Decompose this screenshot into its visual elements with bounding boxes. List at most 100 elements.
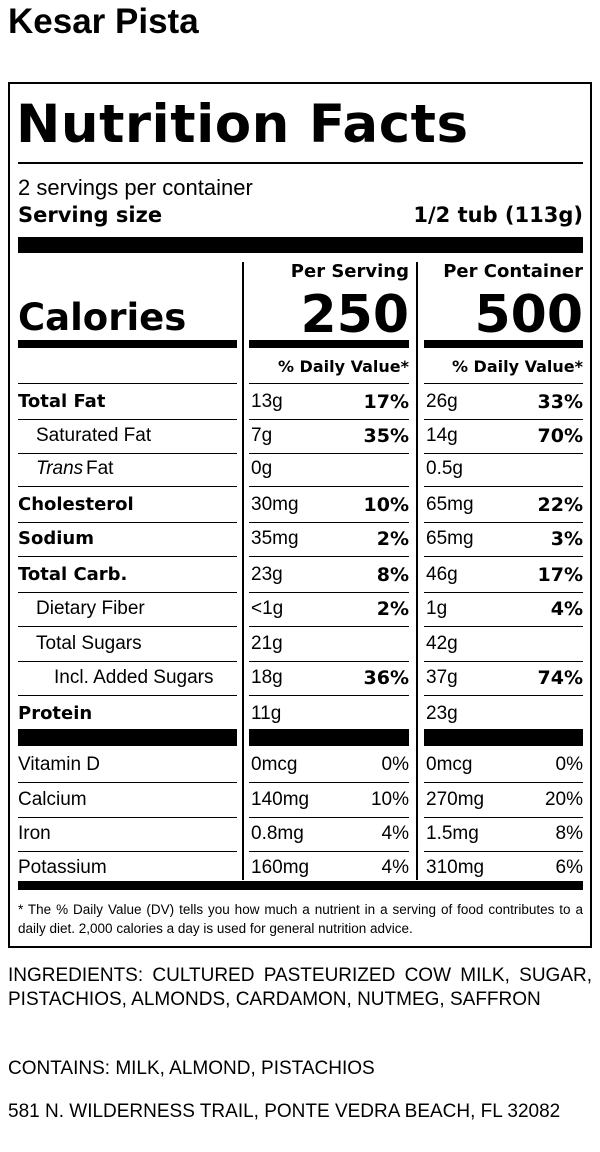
rule	[18, 592, 237, 593]
percent-dv: 2%	[376, 528, 409, 550]
percent-dv: 2%	[376, 598, 409, 620]
percent-dv: 17%	[363, 391, 409, 413]
column-header: Per Container	[443, 261, 583, 282]
rule	[249, 522, 409, 523]
percent-dv: 70%	[537, 425, 583, 447]
percent-dv: 0%	[381, 754, 409, 775]
rule	[424, 419, 583, 420]
label-title: Nutrition Facts	[16, 94, 469, 155]
nutrient-name: Calcium	[18, 789, 87, 810]
thick-rule	[18, 729, 237, 746]
rule	[18, 661, 237, 662]
rule	[18, 453, 237, 454]
label-box	[8, 82, 592, 948]
rule	[18, 556, 237, 557]
thick-rule	[18, 340, 237, 348]
percent-dv: 35%	[363, 425, 409, 447]
column-header: Per Serving	[290, 261, 409, 282]
amount: 270mg	[426, 789, 485, 810]
percent-dv: 4%	[381, 823, 409, 844]
rule	[18, 522, 237, 523]
rule	[18, 626, 237, 627]
amount: 310mg	[426, 857, 485, 878]
rule	[424, 486, 583, 487]
amount: 23g	[251, 564, 283, 585]
rule	[249, 453, 409, 454]
rule	[18, 817, 237, 818]
thick-rule	[18, 881, 583, 890]
amount: 18g	[251, 667, 283, 688]
amount: 35mg	[251, 528, 299, 549]
nutrient-name: Sodium	[18, 528, 94, 549]
nutrient-name: Dietary Fiber	[36, 598, 145, 619]
contains: CONTAINS: MILK, ALMOND, PISTACHIOS	[8, 1058, 375, 1079]
rule	[18, 419, 237, 420]
amount: 11g	[251, 703, 282, 724]
nutrient-name: Fat	[86, 458, 114, 479]
amount: 42g	[426, 633, 458, 654]
nutrient-name: Iron	[18, 823, 51, 844]
percent-dv: 8%	[555, 823, 583, 844]
serving-size-label: Serving size	[18, 203, 163, 227]
percent-dv: 10%	[363, 494, 409, 516]
amount: 26g	[426, 391, 458, 412]
rule	[424, 522, 583, 523]
percent-dv: 3%	[550, 528, 583, 550]
amount: <1g	[251, 598, 284, 619]
rule	[424, 592, 583, 593]
rule	[424, 556, 583, 557]
amount: 0.5g	[426, 458, 463, 479]
rule	[18, 486, 237, 487]
percent-dv: 22%	[537, 494, 583, 516]
rule	[18, 695, 237, 696]
rule	[249, 817, 409, 818]
amount: 46g	[426, 564, 458, 585]
rule	[249, 592, 409, 593]
rule	[424, 661, 583, 662]
rule	[424, 782, 583, 783]
dv-header: % Daily Value*	[277, 357, 409, 376]
thick-rule	[18, 237, 583, 253]
amount: 7g	[251, 425, 273, 446]
amount: 30mg	[251, 494, 299, 515]
rule	[424, 695, 583, 696]
rule	[18, 383, 237, 384]
footnote: * The % Daily Value (DV) tells you how m…	[18, 902, 583, 936]
rule	[249, 626, 409, 627]
percent-dv: 4%	[381, 857, 409, 878]
rule	[249, 782, 409, 783]
rule	[18, 162, 583, 164]
amount: 0mcg	[251, 754, 298, 775]
product-name: Kesar Pista	[8, 2, 199, 41]
nutrient-name: Vitamin D	[18, 754, 101, 775]
nutrient-name: Total Sugars	[36, 633, 142, 654]
amount: 21g	[251, 633, 283, 654]
percent-dv: 6%	[555, 857, 583, 878]
address: 581 N. WILDERNESS TRAIL, PONTE VEDRA BEA…	[8, 1101, 561, 1122]
thick-rule	[424, 340, 583, 348]
percent-dv: 33%	[537, 391, 583, 413]
nutrient-name: Potassium	[18, 857, 107, 878]
amount: 140mg	[251, 789, 310, 810]
rule	[424, 851, 583, 852]
amount: 1.5mg	[426, 823, 479, 844]
amount: 65mg	[426, 494, 474, 515]
amount: 1g	[426, 598, 448, 619]
nutrient-name: Total Fat	[18, 391, 106, 412]
servings: 2 servings per container	[18, 175, 253, 200]
percent-dv: 36%	[363, 667, 409, 689]
serving-size: 1/2 tub (113g)	[413, 203, 583, 227]
nutrient-name: Protein	[18, 703, 93, 724]
calories-value: 500	[474, 285, 583, 345]
amount: 0g	[251, 458, 273, 479]
rule	[424, 626, 583, 627]
rule	[424, 383, 583, 384]
rule	[249, 419, 409, 420]
nutrient-name: Cholesterol	[18, 494, 134, 515]
amount: 0.8mg	[251, 823, 304, 844]
rule	[18, 782, 237, 783]
rule	[249, 695, 409, 696]
percent-dv: 17%	[537, 564, 583, 586]
rule	[249, 851, 409, 852]
